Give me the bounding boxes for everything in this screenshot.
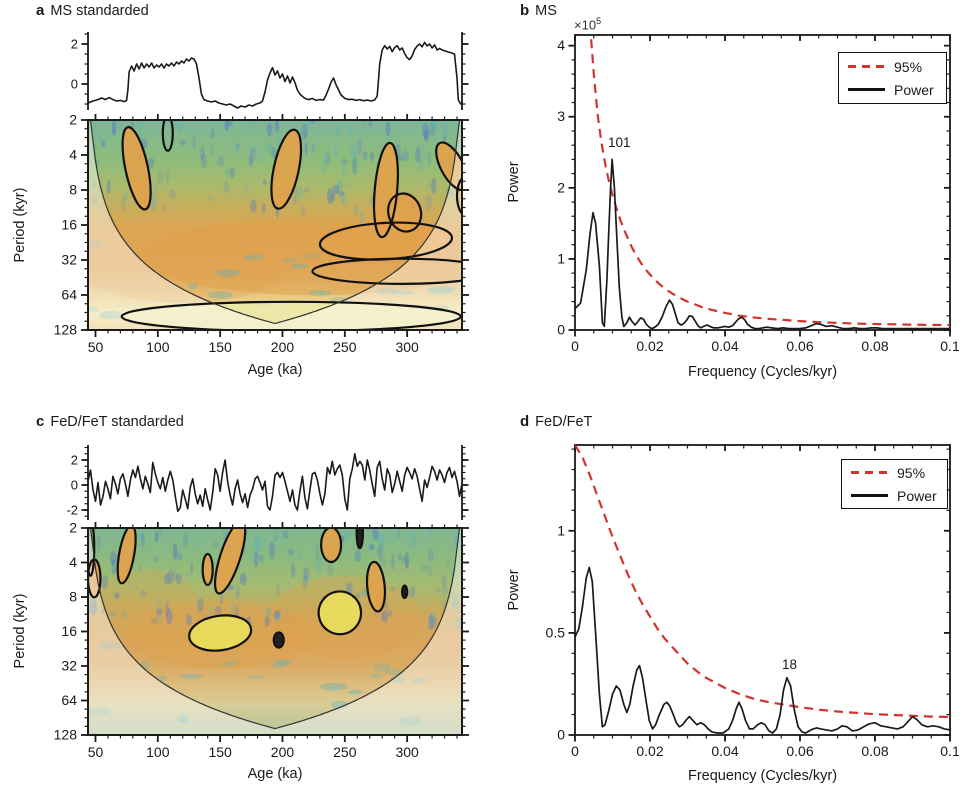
c-wavelet-xaxis-label: Age (ka) — [247, 766, 303, 782]
svg-text:2: 2 — [71, 37, 78, 52]
svg-text:8: 8 — [69, 182, 77, 198]
panel-c-title-text: FeD/FeT standarded — [50, 414, 184, 430]
svg-text:0: 0 — [557, 322, 565, 338]
svg-text:128: 128 — [54, 727, 78, 743]
svg-text:0.02: 0.02 — [636, 743, 663, 759]
svg-text:1: 1 — [557, 250, 565, 266]
b-legend-row-95: 95% — [848, 59, 936, 75]
svg-text:4: 4 — [69, 147, 77, 163]
d-peak-annotation: 18 — [782, 657, 798, 672]
panel-b-label: b — [520, 2, 530, 19]
b-legend-95-label: 95% — [894, 58, 923, 75]
svg-text:300: 300 — [395, 744, 419, 760]
svg-text:150: 150 — [208, 339, 232, 355]
svg-text:0.06: 0.06 — [786, 743, 813, 759]
svg-text:50: 50 — [88, 339, 104, 355]
svg-text:0: 0 — [571, 338, 579, 354]
svg-text:32: 32 — [61, 658, 77, 674]
panel-c-label: c — [36, 413, 45, 430]
svg-text:0: 0 — [557, 727, 565, 743]
svg-text:0: 0 — [571, 743, 579, 759]
svg-text:1: 1 — [557, 522, 565, 538]
c-wavelet-yaxis-label: Period (kyr) — [12, 593, 28, 669]
svg-text:200: 200 — [271, 339, 295, 355]
svg-text:0: 0 — [71, 77, 78, 92]
panel-a-title: a MS standarded — [36, 2, 149, 19]
svg-text:2: 2 — [557, 179, 565, 195]
svg-text:0.1: 0.1 — [940, 338, 960, 354]
svg-text:0.06: 0.06 — [786, 338, 813, 354]
svg-text:2: 2 — [71, 453, 78, 468]
svg-text:4: 4 — [557, 37, 565, 53]
svg-text:150: 150 — [208, 744, 232, 760]
svg-text:0.04: 0.04 — [711, 743, 738, 759]
svg-text:0.1: 0.1 — [940, 743, 960, 759]
a-wavelet-xaxis-label: Age (ka) — [247, 362, 303, 378]
b-spectrum-xaxis-label: Frequency (Cycles/kyr) — [687, 364, 838, 380]
panel-b-title-text: MS — [535, 3, 557, 19]
d-legend-power-label: Power — [897, 487, 937, 504]
panel-b-title: b MS — [520, 2, 557, 19]
svg-text:300: 300 — [395, 339, 419, 355]
b-peak-annotation: 101 — [608, 135, 631, 150]
d-spectrum-xaxis-label: Frequency (Cycles/kyr) — [687, 768, 838, 784]
svg-text:-2: -2 — [66, 503, 78, 518]
svg-text:8: 8 — [69, 589, 77, 605]
svg-text:200: 200 — [271, 744, 295, 760]
d-legend-95-label: 95% — [897, 464, 926, 481]
svg-text:0.02: 0.02 — [636, 338, 663, 354]
solid-line-sample — [848, 88, 885, 91]
b-y-multiplier: ×105 — [574, 16, 601, 32]
svg-text:3: 3 — [557, 108, 565, 124]
d-legend-row-95: 95% — [851, 465, 937, 481]
b-y-multiplier-exp: 5 — [596, 16, 602, 26]
panel-d-title: d FeD/FeT — [520, 413, 592, 430]
b-y-multiplier-base: ×10 — [574, 17, 597, 33]
svg-text:0.08: 0.08 — [861, 338, 888, 354]
svg-text:250: 250 — [333, 744, 357, 760]
b-spectrum-yaxis-label: Power — [506, 161, 522, 203]
svg-text:16: 16 — [61, 623, 77, 639]
b-legend-row-power: Power — [848, 82, 936, 98]
svg-text:2: 2 — [69, 520, 77, 536]
svg-text:64: 64 — [61, 287, 77, 303]
svg-text:128: 128 — [54, 322, 78, 338]
d-legend: 95% Power — [841, 459, 948, 509]
svg-text:4: 4 — [69, 554, 77, 570]
dashed-line-sample — [851, 471, 888, 474]
b-legend-power-label: Power — [894, 81, 934, 98]
svg-text:100: 100 — [146, 744, 170, 760]
panel-a-title-text: MS standarded — [50, 3, 149, 19]
panel-c-title: c FeD/FeT standarded — [36, 413, 184, 430]
panel-d-label: d — [520, 413, 530, 430]
svg-text:64: 64 — [61, 692, 77, 708]
svg-text:0: 0 — [71, 478, 78, 493]
a-wavelet-yaxis-label: Period (kyr) — [12, 187, 28, 263]
svg-text:16: 16 — [61, 217, 77, 233]
dashed-line-sample — [848, 65, 885, 68]
svg-text:2: 2 — [69, 112, 77, 128]
b-legend: 95% Power — [838, 52, 947, 104]
d-spectrum-yaxis-label: Power — [506, 569, 522, 611]
svg-text:32: 32 — [61, 252, 77, 268]
panel-a-label: a — [36, 2, 45, 19]
svg-text:250: 250 — [333, 339, 357, 355]
svg-text:0.5: 0.5 — [546, 624, 566, 640]
svg-text:0.04: 0.04 — [711, 338, 738, 354]
panel-d-title-text: FeD/FeT — [535, 414, 593, 430]
svg-text:50: 50 — [88, 744, 104, 760]
d-legend-row-power: Power — [851, 488, 937, 504]
solid-line-sample — [851, 494, 888, 497]
svg-text:0.08: 0.08 — [861, 743, 888, 759]
svg-text:100: 100 — [146, 339, 170, 355]
